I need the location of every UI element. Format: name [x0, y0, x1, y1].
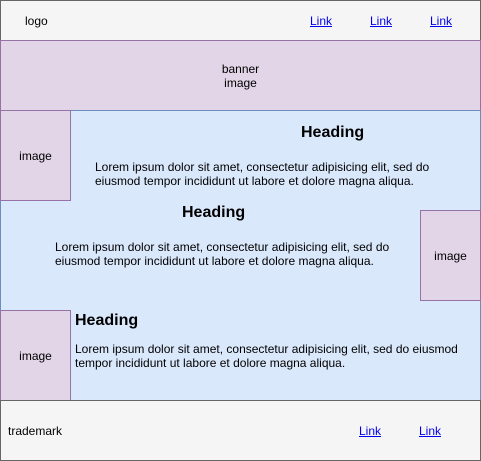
footer-link-1[interactable]: Link	[359, 424, 382, 438]
section-3-text-line-1: Lorem ipsum dolor sit amet, consectetur …	[75, 342, 458, 356]
section-2-image: image	[420, 210, 481, 301]
banner-image: banner image	[0, 40, 481, 111]
section-1-text-line-2: eiusmod tempor incididunt ut labore et d…	[95, 174, 414, 188]
section-1-heading: Heading	[301, 124, 365, 141]
header-link-1[interactable]: Link	[310, 14, 333, 28]
section-3-text-line-2: tempor incididunt ut labore et dolore ma…	[75, 356, 346, 370]
section-3-paragraph: Lorem ipsum dolor sit amet, consectetur …	[75, 342, 458, 370]
banner-label-line2: image	[224, 75, 257, 90]
header-bar: logo Link Link Link	[0, 0, 481, 41]
section-1-paragraph: Lorem ipsum dolor sit amet, consectetur …	[95, 160, 429, 188]
section-2-paragraph: Lorem ipsum dolor sit amet, consectetur …	[55, 240, 389, 268]
trademark: trademark	[8, 424, 63, 438]
section-3-image: image	[0, 310, 71, 401]
section-1-image: image	[0, 110, 71, 201]
section-1-image-label: image	[19, 148, 52, 163]
section-2-text-line-1: Lorem ipsum dolor sit amet, consectetur …	[55, 240, 390, 254]
content-area	[0, 110, 481, 401]
header-link-3[interactable]: Link	[430, 14, 453, 28]
footer-link-2[interactable]: Link	[419, 424, 442, 438]
section-3-heading: Heading	[75, 312, 139, 329]
section-2-text-line-2: eiusmod tempor incididunt ut labore et d…	[55, 254, 374, 268]
section-2-image-label: image	[434, 248, 467, 263]
section-3-image-label: image	[19, 348, 52, 363]
logo: logo	[25, 14, 48, 28]
footer-bar: trademark Link Link	[0, 400, 481, 461]
header-link-2[interactable]: Link	[370, 14, 393, 28]
section-1-text-line-1: Lorem ipsum dolor sit amet, consectetur …	[95, 160, 430, 174]
section-2-heading: Heading	[182, 204, 246, 221]
banner-label-line1: banner	[221, 61, 260, 76]
